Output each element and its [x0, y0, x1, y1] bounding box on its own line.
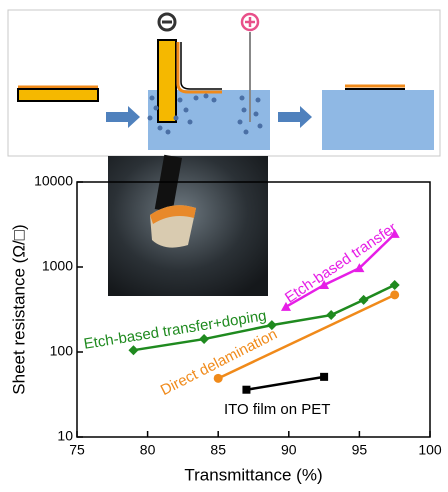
- point: [320, 373, 328, 381]
- y-tick-label: 1000: [42, 258, 73, 274]
- point: [214, 374, 223, 383]
- series-line: [218, 295, 395, 378]
- point: [359, 295, 369, 305]
- point: [326, 310, 336, 320]
- x-axis-title: Transmittance (%): [184, 465, 322, 484]
- point: [199, 334, 209, 344]
- point: [390, 290, 399, 299]
- y-tick-label: 100: [50, 343, 74, 359]
- x-tick-label: 90: [281, 442, 297, 458]
- point: [390, 280, 400, 290]
- inset-photo: [108, 155, 268, 296]
- water: [322, 90, 434, 150]
- x-tick-label: 95: [352, 442, 368, 458]
- y-tick-label: 10000: [34, 173, 73, 189]
- x-tick-label: 85: [210, 442, 226, 458]
- series-label: Etch-based transfer: [282, 219, 400, 306]
- x-tick-label: 80: [140, 442, 156, 458]
- y-tick-label: 10: [57, 428, 73, 444]
- schematic: [8, 10, 440, 156]
- substrate: [18, 89, 98, 101]
- point: [242, 386, 250, 394]
- x-tick-label: 75: [69, 442, 85, 458]
- x-tick-label: 100: [418, 442, 442, 458]
- y-axis-title: Sheet resistance (Ω/□): [9, 224, 28, 394]
- electrode: [158, 40, 176, 122]
- figure: 75 80 85 90 95 100 10 100 1000 10000 Transmittance…: [0, 0, 448, 492]
- point: [128, 345, 138, 355]
- series-line: [246, 377, 324, 390]
- series-label: ITO film on PET: [224, 401, 330, 418]
